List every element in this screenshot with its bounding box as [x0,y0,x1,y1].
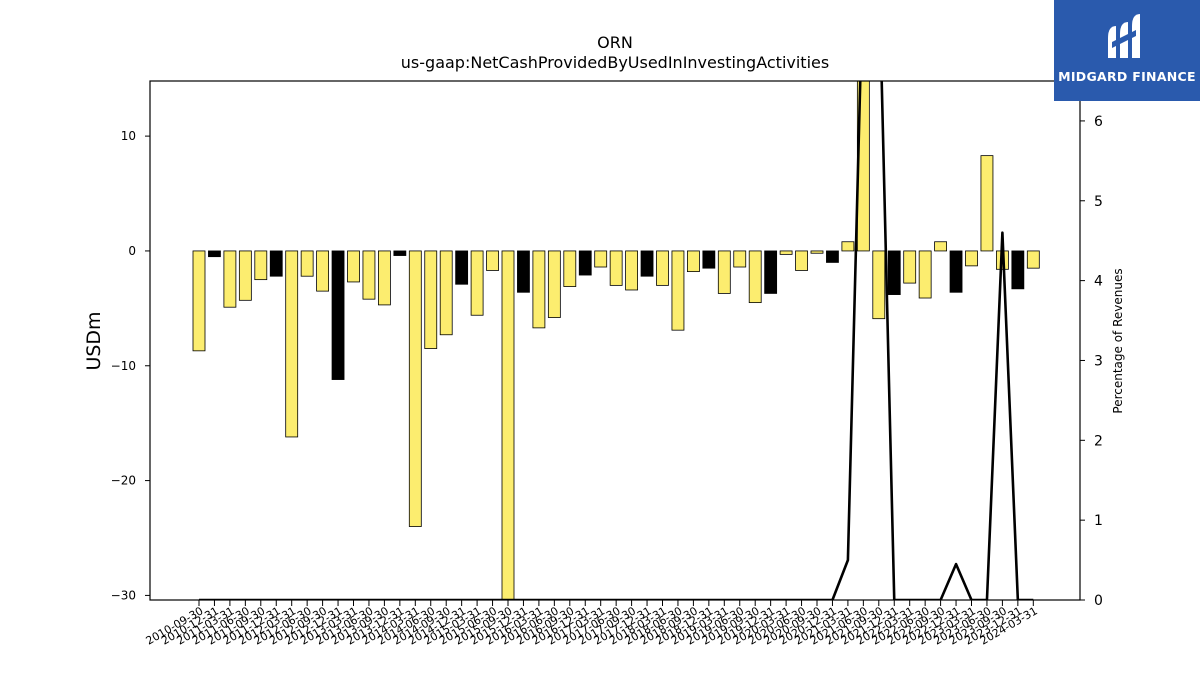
y-tick-label: −30 [111,588,136,602]
chart-subtitle: us-gaap:NetCashProvidedByUsedInInvesting… [401,53,829,72]
y-tick-label: −10 [111,359,136,373]
bar [377,250,391,306]
bar [687,250,700,273]
bar [285,250,299,438]
bar [501,250,515,600]
y2-tick-label: 2 [1094,433,1103,449]
bar [563,250,577,287]
bar [393,250,407,256]
bar [578,250,592,276]
bar [486,250,499,271]
bar [671,250,685,331]
bar [934,241,947,252]
y2-axis-label: Percentage of Revenues [1111,268,1125,413]
bar [439,250,453,336]
bar [949,250,963,293]
bar [733,250,747,268]
bar [980,155,994,252]
bar [965,250,978,267]
bar [717,250,731,294]
bar [1026,250,1040,269]
bar [316,250,330,292]
y-tick-label: 0 [128,244,136,258]
y2-axis: 0 1 2 3 4 5 6 [1080,114,1103,609]
bar [872,250,886,320]
y-axis: −30 −20 −10 0 10 [111,129,150,602]
bar [841,241,855,252]
brand-logo: MIDGARD FINANCE [1054,0,1200,101]
y-tick-label: 10 [121,129,136,143]
bar [887,250,901,295]
bar [779,250,793,255]
x-axis: 2010-09-302010-12-312011-03-312011-06-30… [144,600,1040,648]
y-tick-label: −20 [111,474,136,488]
bar [625,250,638,291]
bar [547,250,561,318]
percentage-line [199,81,1034,600]
bar [223,250,237,308]
bar [594,250,608,268]
y2-tick-label: 1 [1094,513,1103,529]
logo-mark-icon [1108,14,1140,58]
y2-tick-label: 6 [1094,114,1103,130]
bar [532,250,546,329]
bar [795,250,808,271]
y2-tick-label: 4 [1094,274,1103,290]
bar [748,250,762,304]
bar [702,250,716,269]
bar [903,250,917,284]
line-series [199,81,1034,600]
bar [331,250,345,380]
bar [640,250,654,277]
bar [826,250,839,263]
bar [470,250,484,316]
chart-title: ORN [597,33,633,52]
bar [517,250,530,293]
bar [810,250,824,254]
plot-frame [149,80,1081,601]
brand-name: MIDGARD FINANCE [1058,69,1196,84]
y2-tick-label: 5 [1094,194,1103,210]
bar [269,250,283,277]
bar [455,250,469,285]
bar [764,250,778,294]
bar [254,250,268,281]
bar [208,250,221,258]
bar [424,250,438,349]
bar [609,250,623,286]
bar [238,250,252,301]
y2-tick-label: 3 [1094,353,1103,369]
bar [408,250,422,527]
bar [362,250,376,300]
bar [1011,250,1025,290]
bar [192,250,206,352]
y-axis-label: USDm [83,311,105,370]
bar [656,250,669,286]
bar [300,250,314,277]
bar [347,250,360,283]
bar-series [192,81,1040,600]
y2-tick-label: 0 [1094,593,1103,609]
bar [918,250,932,299]
